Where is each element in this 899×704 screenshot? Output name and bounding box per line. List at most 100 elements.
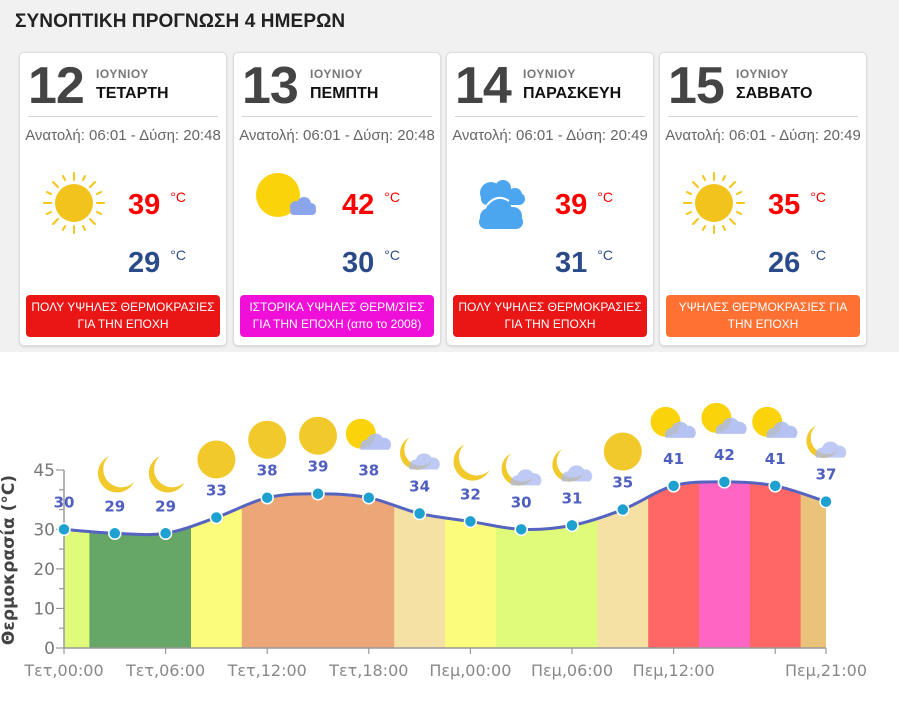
month-label: ΙΟΥΝΙΟΥ <box>310 67 363 81</box>
sunrise-sunset: Ανατολή: 06:01 - Δύση: 20:49 <box>665 127 861 144</box>
day-card: 14 ΙΟΥΝΙΟΥ ΠΑΡΑΣΚΕΥΗ Ανατολή: 06:01 - Δύση:… <box>446 52 654 346</box>
day-number: 14 <box>455 57 512 115</box>
data-point[interactable] <box>565 518 579 533</box>
x-tick-label: Πεμ,06:00 <box>531 661 613 680</box>
data-point[interactable] <box>819 494 833 509</box>
data-point[interactable] <box>463 514 478 529</box>
data-label: 38 <box>257 462 278 480</box>
day-card: 15 ΙΟΥΝΙΟΥ ΣΑΒΒΑΤΟ Ανατολή: 06:01 - Δύση: 2… <box>659 52 867 346</box>
data-point[interactable] <box>362 490 376 505</box>
clouds-icon <box>469 171 533 235</box>
divider <box>28 116 218 117</box>
data-point[interactable] <box>768 479 782 493</box>
weekday-label: ΣΑΒΒΑΤΟ <box>736 85 813 102</box>
data-label: 41 <box>663 450 684 468</box>
weekday-label: ΤΕΤΑΡΤΗ <box>96 85 169 102</box>
min-temp: 30 °C <box>342 247 400 279</box>
x-tick-label: Τετ,12:00 <box>227 661 307 680</box>
sun-icon <box>603 432 642 471</box>
divider <box>242 116 432 117</box>
data-point[interactable] <box>514 522 528 537</box>
min-temp: 31 °C <box>555 247 613 279</box>
moon-icon <box>97 456 134 493</box>
data-label: 30 <box>54 493 75 511</box>
moon-cloud-icon <box>501 453 542 486</box>
data-label: 30 <box>511 493 532 511</box>
warning-badge: ΙΣΤΟΡΙΚΑ ΥΨΗΛΕΣ ΘΕΡΜ/ΣΙΕΣ ΓΙΑ ΤΗΝ ΕΠΟΧΗ … <box>240 295 434 337</box>
x-tick-label: Πεμ,00:00 <box>429 661 511 680</box>
forecast-panel: ΣΥΝΟΠΤΙΚΗ ΠΡΟΓΝΩΣΗ 4 ΗΜΕΡΩΝ 12 ΙΟΥΝΙΟΥ ΤΕΤ… <box>0 0 899 352</box>
color-bands <box>64 481 826 648</box>
page-title: ΣΥΝΟΠΤΙΚΗ ΠΡΟΓΝΩΣΗ 4 ΗΜΕΡΩΝ <box>15 11 346 32</box>
y-tick-label: 10 <box>33 599 55 619</box>
temperature-line <box>63 480 827 537</box>
data-label: 39 <box>308 458 329 476</box>
data-label: 41 <box>765 450 786 468</box>
min-temp: 29 °C <box>128 247 186 279</box>
data-label: 33 <box>206 481 227 499</box>
data-point[interactable] <box>209 510 224 525</box>
x-tick-label: Τετ,00:00 <box>23 661 103 680</box>
moon-cloud-icon <box>806 425 847 458</box>
day-number: 12 <box>28 57 85 115</box>
y-tick-label: 30 <box>33 520 55 540</box>
moon-icon <box>148 456 185 493</box>
y-tick-label: 0 <box>44 639 55 659</box>
data-label: 35 <box>612 474 633 492</box>
y-tick-label: 45 <box>33 461 55 481</box>
moon-cloud-icon <box>552 449 593 482</box>
data-label: 29 <box>155 497 176 515</box>
divider <box>668 116 858 117</box>
sun-icon <box>248 420 287 459</box>
sunrise-sunset: Ανατολή: 06:01 - Δύση: 20:48 <box>239 127 435 144</box>
day-card: 12 ΙΟΥΝΙΟΥ ΤΕΤΑΡΤΗ Ανατολή: 06:01 - Δύση: 2… <box>19 52 227 346</box>
data-point[interactable] <box>158 526 173 541</box>
sunrise-sunset: Ανατολή: 06:01 - Δύση: 20:48 <box>25 127 221 144</box>
y-axis-label: Θερμοκρασία (°C) <box>0 475 19 645</box>
day-card: 13 ΙΟΥΝΙΟΥ ΠΕΜΠΤΗ Ανατολή: 06:01 - Δύση: 20… <box>233 52 441 346</box>
data-point[interactable] <box>108 526 122 541</box>
sun-cloud-icon <box>345 418 392 450</box>
data-point[interactable] <box>412 506 427 521</box>
data-point[interactable] <box>311 486 325 501</box>
sunrise-sunset: Ανατολή: 06:01 - Δύση: 20:49 <box>452 127 648 144</box>
day-number: 13 <box>242 57 299 115</box>
min-temp: 26 °C <box>768 247 826 279</box>
data-point[interactable] <box>666 479 681 493</box>
month-label: ΙΟΥΝΙΟΥ <box>736 67 789 81</box>
data-point[interactable] <box>57 522 71 537</box>
day-number: 15 <box>668 57 725 115</box>
data-point[interactable] <box>717 475 732 489</box>
divider <box>455 116 645 117</box>
sun-cloud-icon <box>650 406 696 438</box>
sun-icon <box>299 416 337 455</box>
moon-cloud-icon <box>399 437 440 470</box>
warning-badge: ΥΨΗΛΕΣ ΘΕΡΜΟΚΡΑΣΙΕΣ ΓΙΑ ΤΗΝ ΕΠΟΧΗ <box>666 295 860 337</box>
warning-badge: ΠΟΛΥ ΥΨΗΛΕΣ ΘΕΡΜΟΚΡΑΣΙΕΣ ΓΙΑ ΤΗΝ ΕΠΟΧΗ <box>453 295 647 337</box>
x-tick-label: Τετ,18:00 <box>328 661 408 680</box>
max-temp: 39 °C <box>128 189 186 221</box>
temperature-chart: 0 10 20 30 45 Θερμοκρασία (°C) Τετ,00:00 Τετ,06… <box>0 352 899 699</box>
sun-cloud-icon <box>752 406 798 438</box>
max-temp: 35 °C <box>768 189 826 221</box>
data-label: 42 <box>714 446 735 464</box>
data-label: 31 <box>562 489 583 507</box>
data-point[interactable] <box>616 502 630 517</box>
sun-icon <box>682 171 746 235</box>
x-tick-label: Πεμ,21:00 <box>785 661 867 680</box>
sun-cloud-icon <box>256 171 320 235</box>
moon-icon <box>453 444 490 481</box>
month-label: ΙΟΥΝΙΟΥ <box>96 67 149 81</box>
sun-cloud-icon <box>701 402 747 434</box>
sun-icon <box>42 171 106 235</box>
x-tick-label: Τετ,06:00 <box>125 661 205 680</box>
data-point[interactable] <box>260 490 274 505</box>
data-label: 34 <box>409 478 430 496</box>
weekday-label: ΠΑΡΑΣΚΕΥΗ <box>523 85 622 102</box>
max-temp: 39 °C <box>555 189 613 221</box>
data-label: 38 <box>358 462 379 480</box>
x-tick-label: Πεμ,12:00 <box>633 661 715 680</box>
data-label: 29 <box>104 497 125 515</box>
max-temp: 42 °C <box>342 189 400 221</box>
data-label: 37 <box>816 466 837 484</box>
